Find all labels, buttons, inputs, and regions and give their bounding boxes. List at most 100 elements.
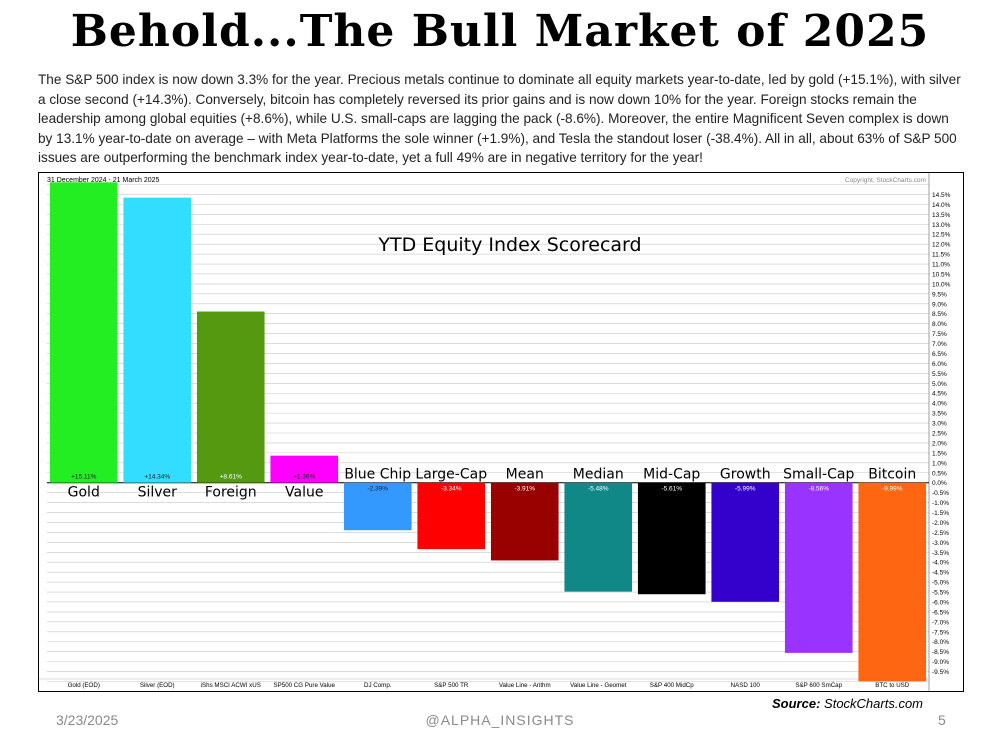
- y-tick-label: -2.5%: [932, 530, 949, 537]
- y-tick-label: -5.0%: [932, 580, 949, 587]
- source-tick-label: Value Line - Arithm: [499, 682, 551, 689]
- bar-mean: [490, 482, 559, 561]
- source-tick-label: NASD 100: [731, 682, 761, 689]
- y-tick-label: 1.0%: [932, 460, 947, 467]
- bar-blue-chip: [343, 482, 412, 531]
- bar-chart: 31 December 2024 - 21 March 2025 Copyrig…: [39, 173, 951, 691]
- chart-title: YTD Equity Index Scorecard: [377, 234, 641, 256]
- y-tick-label: 7.5%: [932, 331, 947, 338]
- category-label: Mean: [506, 467, 544, 483]
- bar-small-cap: [784, 482, 853, 653]
- y-tick-label: 11.5%: [932, 252, 950, 259]
- y-tick-label: -9.0%: [932, 659, 949, 666]
- y-tick-label: -6.5%: [932, 609, 949, 616]
- y-tick-label: 14.0%: [932, 202, 951, 209]
- y-tick-label: -4.0%: [932, 560, 949, 567]
- y-tick-label: 13.5%: [932, 212, 951, 219]
- bar-silver: [123, 197, 192, 483]
- y-tick-label: -0.5%: [932, 490, 949, 497]
- y-tick-label: 10.0%: [932, 281, 951, 288]
- y-tick-label: -9.5%: [932, 669, 949, 676]
- category-label: Silver: [138, 485, 178, 501]
- y-tick-label: -4.5%: [932, 570, 949, 577]
- y-tick-label: -1.5%: [932, 510, 949, 517]
- category-label: Blue Chip: [344, 467, 411, 483]
- bar-value-label: +15.11%: [71, 474, 97, 481]
- bar-median: [564, 482, 633, 592]
- category-label: Gold: [68, 485, 100, 501]
- y-tick-label: -3.0%: [932, 540, 949, 547]
- bar-value-label: +8.61%: [220, 474, 242, 481]
- y-tick-label: 14.5%: [932, 192, 951, 199]
- category-label: Value: [285, 485, 323, 501]
- y-tick-label: 12.0%: [932, 242, 951, 249]
- source-credit: Source: StockCharts.com: [772, 696, 923, 711]
- category-label: Growth: [720, 467, 771, 483]
- bar-value-label: -8.56%: [808, 486, 829, 493]
- category-label: Small-Cap: [783, 467, 854, 483]
- y-tick-label: 4.5%: [932, 391, 947, 398]
- y-tick-label: -1.0%: [932, 500, 949, 507]
- bar-value-label: -5.99%: [735, 486, 756, 493]
- bar-value-label: +14.34%: [144, 474, 170, 481]
- y-tick-label: -5.5%: [932, 590, 949, 597]
- category-label: Bitcoin: [868, 467, 916, 483]
- y-tick-label: 3.5%: [932, 411, 947, 418]
- y-tick-label: 6.0%: [932, 361, 947, 368]
- y-tick-label: 9.5%: [932, 291, 947, 298]
- y-tick-label: 12.5%: [932, 232, 951, 239]
- source-tick-label: SP500 CG Pure Value: [274, 682, 336, 689]
- source-tick-label: BTC to USD: [875, 682, 910, 689]
- source-tick-label: Silver (EOD): [140, 682, 175, 689]
- source-tick-label: Value Line - Geomet: [570, 682, 627, 689]
- y-tick-label: -2.0%: [932, 520, 949, 527]
- source-value: StockCharts.com: [824, 696, 924, 711]
- bar-value-label: -5.48%: [588, 486, 609, 493]
- source-tick-label: Gold (EOD): [68, 682, 100, 689]
- y-tick-label: 6.5%: [932, 351, 947, 358]
- source-tick-label: S&P 400 MidCp: [650, 682, 694, 689]
- category-label: Mid-Cap: [643, 467, 700, 483]
- y-tick-label: 13.0%: [932, 222, 951, 229]
- source-tick-label: S&P 500 TR: [434, 682, 469, 689]
- bar-value-label: -5.61%: [661, 486, 682, 493]
- bar-value-label: -3.34%: [441, 486, 462, 493]
- category-label: Foreign: [205, 485, 257, 501]
- chart-date-range: 31 December 2024 - 21 March 2025: [47, 177, 160, 184]
- y-tick-label: -3.5%: [932, 550, 949, 557]
- category-label: Median: [573, 467, 624, 483]
- y-tick-label: 8.0%: [932, 321, 947, 328]
- footer-handle: @ALPHA_INSIGHTS: [425, 712, 575, 728]
- page-number: 5: [938, 712, 946, 728]
- bar-growth: [711, 482, 780, 602]
- bar-value-label: -2.39%: [367, 486, 388, 493]
- y-tick-label: 8.5%: [932, 311, 947, 318]
- source-tick-label: S&P 600 SmCap: [795, 682, 842, 689]
- bar-gold: [49, 182, 118, 483]
- page-title: Behold...The Bull Market of 2025: [70, 6, 930, 57]
- bar-value-label: -3.91%: [514, 486, 535, 493]
- chart-frame: 31 December 2024 - 21 March 2025 Copyrig…: [38, 172, 964, 692]
- chart-copyright: Copyright, StockCharts.com: [845, 177, 926, 184]
- y-tick-label: -8.5%: [932, 649, 949, 656]
- y-tick-label: 5.0%: [932, 381, 947, 388]
- y-tick-label: 10.5%: [932, 271, 951, 278]
- bar-mid-cap: [637, 482, 706, 595]
- y-tick-label: -7.5%: [932, 629, 949, 636]
- source-label: Source:: [772, 696, 821, 711]
- y-tick-label: 0.0%: [932, 480, 947, 487]
- y-tick-label: 3.0%: [932, 421, 947, 428]
- y-tick-label: -7.0%: [932, 619, 949, 626]
- y-tick-label: 1.5%: [932, 450, 947, 457]
- source-tick-label: iShs MSCI ACWI xUS: [201, 682, 261, 689]
- y-tick-label: -6.0%: [932, 599, 949, 606]
- y-tick-label: 4.0%: [932, 401, 947, 408]
- bar-foreign: [196, 311, 265, 483]
- bar-bitcoin: [858, 482, 927, 682]
- source-tick-label: DJ Comp.: [364, 682, 392, 689]
- y-tick-label: 9.0%: [932, 301, 947, 308]
- summary-paragraph: The S&P 500 index is now down 3.3% for t…: [38, 72, 961, 166]
- bar-value: [270, 455, 339, 483]
- bar-value-label: -9.99%: [882, 486, 903, 493]
- y-tick-label: 5.5%: [932, 371, 947, 378]
